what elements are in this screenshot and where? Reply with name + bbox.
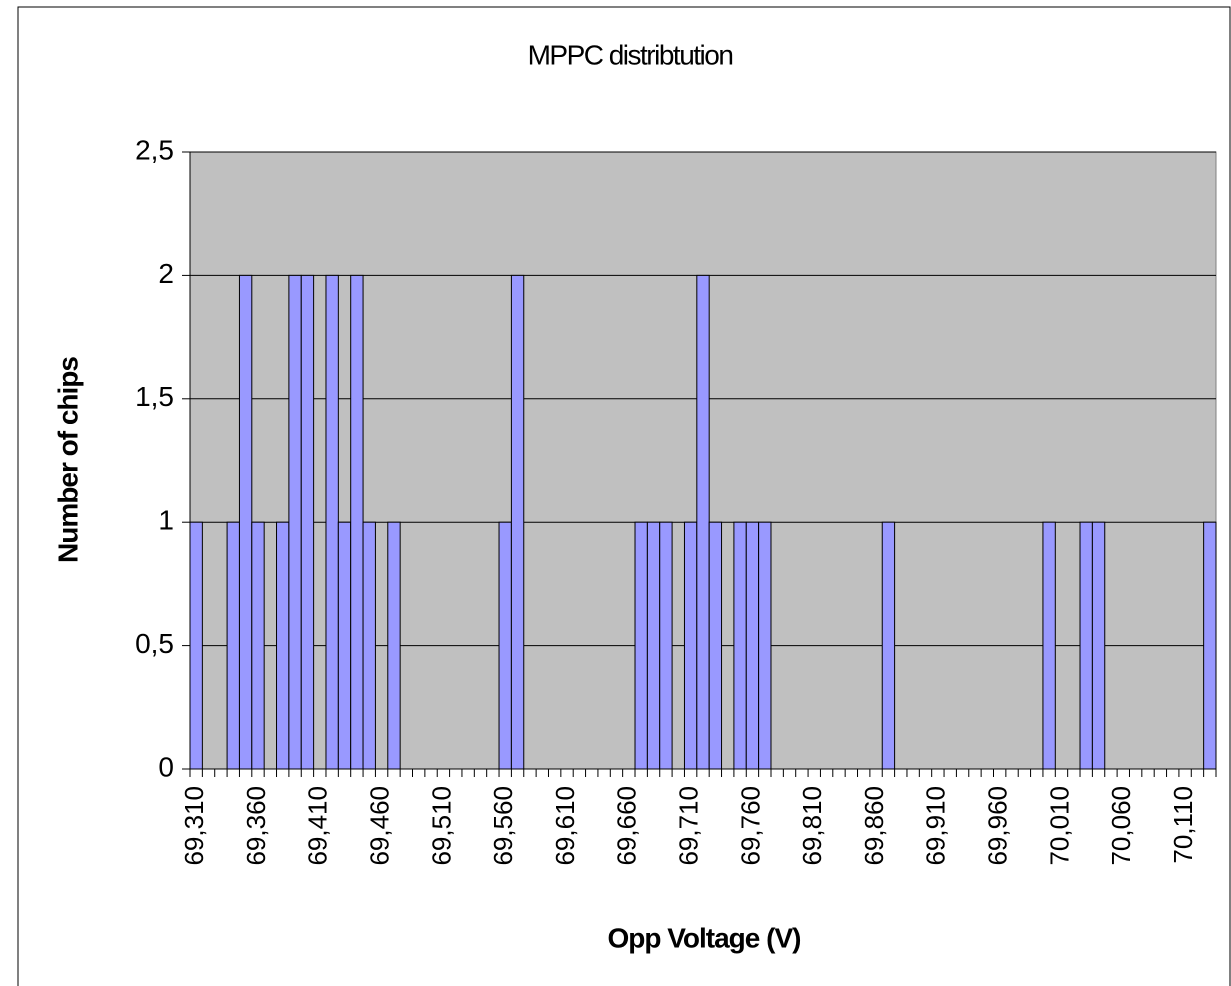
bar — [758, 521, 772, 770]
bar — [238, 274, 253, 770]
y-tick-label: 0 — [158, 751, 174, 782]
y-tick-label: 1,5 — [135, 381, 174, 412]
x-tick-label: 69,810 — [797, 786, 827, 866]
x-tick-label: 69,910 — [921, 786, 951, 866]
x-tick-label: 70,060 — [1106, 786, 1136, 866]
y-tick-label: 2 — [158, 258, 174, 289]
x-tick-label: 69,510 — [426, 786, 456, 866]
bar — [300, 274, 315, 770]
bar — [498, 521, 512, 770]
bar — [251, 521, 265, 770]
bar — [646, 521, 661, 770]
bar — [634, 521, 648, 770]
x-axis-title: Opp Voltage (V) — [608, 922, 801, 953]
bar — [337, 521, 352, 770]
x-tick-label: 70,110 — [1168, 786, 1198, 864]
x-tick-label: 69,610 — [550, 786, 580, 866]
chart-title: MPPC distribtution — [528, 39, 733, 70]
bar — [733, 521, 747, 770]
x-tick-label: 69,360 — [241, 786, 271, 866]
bar — [659, 521, 673, 770]
bar — [350, 274, 364, 770]
x-tick-label: 69,960 — [983, 786, 1013, 866]
bar — [510, 274, 525, 770]
y-tick-label: 1 — [158, 505, 174, 536]
bar — [276, 521, 290, 770]
x-tick-label: 69,410 — [303, 786, 333, 866]
bar — [226, 521, 240, 770]
y-axis-title: Number of chips — [52, 357, 83, 563]
x-tick-label: 70,010 — [1044, 786, 1074, 866]
x-tick-label: 69,710 — [674, 786, 704, 866]
bar — [745, 521, 760, 770]
bar — [387, 521, 401, 770]
bar — [1042, 521, 1056, 770]
x-tick-label: 69,560 — [488, 786, 518, 866]
bar — [881, 521, 896, 770]
x-tick-label: 69,310 — [179, 786, 209, 866]
y-tick-label: 2,5 — [135, 134, 174, 165]
bar — [683, 521, 698, 770]
bar — [362, 521, 376, 770]
bar — [1203, 521, 1217, 770]
x-tick-label: 69,460 — [364, 786, 394, 866]
bar — [325, 274, 339, 770]
bar — [696, 274, 710, 770]
bar — [288, 274, 302, 770]
x-tick-label: 69,760 — [735, 786, 765, 866]
bar — [1091, 521, 1106, 770]
bar — [1079, 521, 1093, 770]
y-tick-label: 0,5 — [135, 628, 174, 659]
bar — [708, 521, 723, 770]
x-tick-label: 69,660 — [612, 786, 642, 866]
x-tick-label: 69,860 — [859, 786, 889, 866]
bar — [189, 521, 203, 770]
